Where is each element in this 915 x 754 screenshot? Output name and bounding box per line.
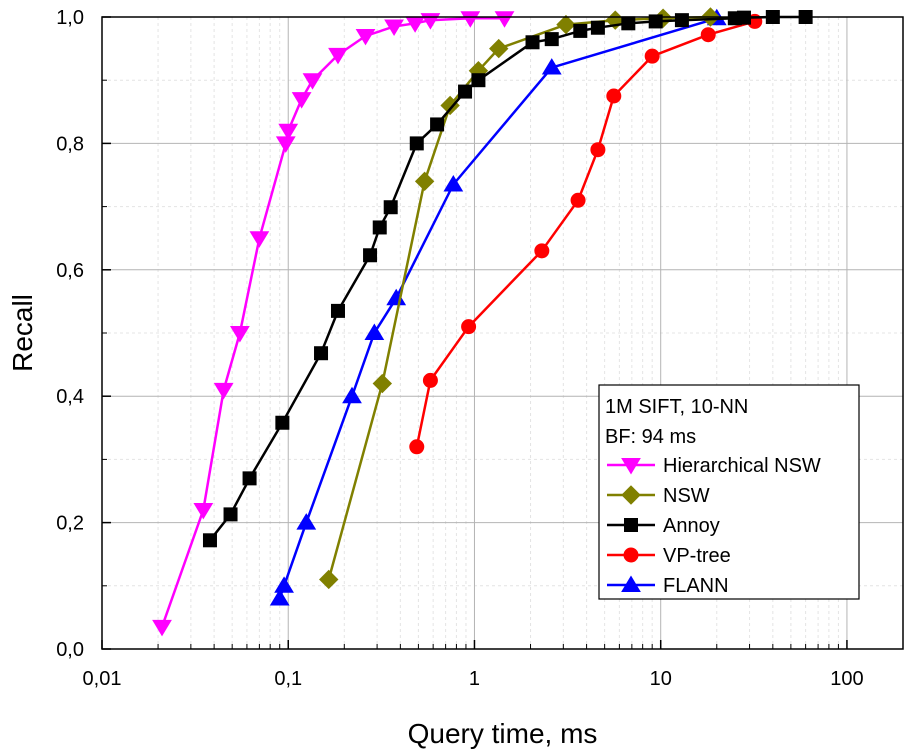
data-point-vp-tree: [700, 27, 716, 43]
data-point-annoy: [202, 533, 217, 548]
data-point-annoy: [674, 13, 689, 28]
x-axis-title: Query time, ms: [408, 718, 598, 749]
data-point-flann: [541, 58, 562, 75]
legend-box: [598, 384, 860, 600]
data-point-annoy: [430, 117, 445, 132]
data-point-nsw: [414, 171, 435, 192]
data-point-annoy: [275, 415, 290, 430]
data-point-hierarchical-nsw: [278, 123, 299, 141]
data-point-nsw: [556, 14, 576, 35]
series-line-nsw: [327, 15, 711, 580]
data-point-vp-tree: [422, 372, 438, 388]
data-point-flann: [342, 386, 362, 404]
y-tick-label: 0,0: [56, 639, 84, 661]
legend-item-annoy: Annoy: [607, 515, 720, 537]
legend-marker-flann: [621, 575, 641, 592]
legend-item-flann: FLANN: [607, 575, 729, 597]
data-point-annoy: [458, 84, 473, 99]
y-tick-label: 1,0: [56, 7, 84, 29]
series-annoy: [202, 10, 813, 548]
data-point-hierarchical-nsw: [494, 11, 515, 28]
series-layer: [152, 7, 813, 637]
data-point-hierarchical-nsw: [213, 382, 234, 400]
data-point-annoy: [525, 35, 540, 50]
data-point-nsw: [319, 569, 339, 590]
legend-header-line: BF: 94 ms: [605, 426, 696, 448]
data-point-vp-tree: [461, 319, 477, 335]
data-point-annoy: [242, 471, 257, 486]
legend-marker-hierarchical-nsw: [621, 458, 641, 475]
data-point-annoy: [363, 248, 378, 263]
legend-label-annoy: Annoy: [663, 515, 720, 537]
series-line-vp-tree: [415, 20, 756, 448]
data-point-annoy: [314, 346, 329, 361]
data-point-hierarchical-nsw: [384, 19, 404, 36]
data-point-annoy: [590, 20, 605, 35]
legend-item-vp-tree: VP-tree: [607, 545, 731, 567]
legend-item-nsw: NSW: [607, 485, 710, 507]
data-point-vp-tree: [606, 88, 622, 104]
data-point-hierarchical-nsw: [460, 11, 481, 28]
data-point-vp-tree: [590, 142, 606, 158]
data-point-annoy: [409, 136, 424, 151]
data-point-hierarchical-nsw: [193, 502, 214, 520]
x-tick-label: 1: [469, 668, 480, 690]
data-point-annoy: [573, 23, 588, 38]
legend: 1M SIFT, 10-NN BF: 94 ms Hierarchical NSW N…: [598, 384, 860, 600]
y-tick-label: 0,6: [56, 260, 84, 282]
data-point-hierarchical-nsw: [229, 326, 250, 343]
x-tick-label: 0,1: [274, 668, 302, 690]
data-point-annoy: [471, 73, 486, 88]
legend-label-hierarchical-nsw: Hierarchical NSW: [663, 455, 821, 477]
legend-label-flann: FLANN: [663, 575, 729, 597]
legend-item-hierarchical-nsw: Hierarchical NSW: [607, 455, 821, 477]
legend-label-vp-tree: VP-tree: [663, 545, 731, 567]
data-point-hierarchical-nsw: [152, 619, 172, 637]
data-point-nsw: [489, 38, 509, 59]
legend-header-line: 1M SIFT, 10-NN: [605, 396, 748, 418]
series-line-hierarchical-nsw: [160, 17, 505, 628]
data-point-annoy: [330, 303, 345, 318]
plot-frame: [101, 16, 904, 650]
series-flann: [269, 8, 727, 606]
data-point-nsw: [372, 373, 393, 394]
legend-marker-nsw: [621, 485, 641, 505]
data-point-flann: [274, 576, 294, 593]
data-point-annoy: [544, 32, 559, 47]
data-point-hierarchical-nsw: [302, 73, 323, 90]
data-point-flann: [296, 513, 317, 530]
data-point-hierarchical-nsw: [328, 47, 348, 65]
x-tick-label: 0,01: [83, 668, 122, 690]
data-point-flann: [443, 175, 464, 192]
data-point-flann: [364, 323, 385, 340]
x-tick-label: 10: [650, 668, 672, 690]
y-tick-label: 0,2: [56, 513, 84, 535]
x-tick-label: 100: [830, 668, 863, 690]
legend-label-nsw: NSW: [663, 485, 710, 507]
data-point-annoy: [372, 220, 387, 235]
legend-marker-annoy: [624, 518, 638, 532]
data-point-vp-tree: [534, 243, 550, 259]
data-point-hierarchical-nsw: [355, 28, 376, 46]
data-point-annoy: [621, 16, 636, 31]
data-point-vp-tree: [409, 439, 425, 455]
data-point-annoy: [648, 14, 663, 29]
data-point-vp-tree: [570, 192, 586, 208]
y-axis-title: Recall: [7, 294, 38, 372]
data-point-vp-tree: [644, 48, 660, 64]
data-point-flann: [269, 588, 290, 606]
y-tick-label: 0,8: [56, 133, 84, 155]
data-point-hierarchical-nsw: [249, 231, 270, 248]
axis-ticks: 0,01 0,1 1 10 100 0,0 0,2 0,4 0,6 0,8 1,0: [56, 7, 904, 690]
data-point-annoy: [223, 507, 238, 522]
data-point-annoy: [383, 200, 398, 215]
y-tick-label: 0,4: [56, 386, 84, 408]
legend-marker-vp-tree: [623, 547, 639, 563]
data-point-hierarchical-nsw: [291, 92, 312, 109]
data-point-hierarchical-nsw: [275, 136, 296, 153]
series-nsw: [319, 7, 721, 590]
